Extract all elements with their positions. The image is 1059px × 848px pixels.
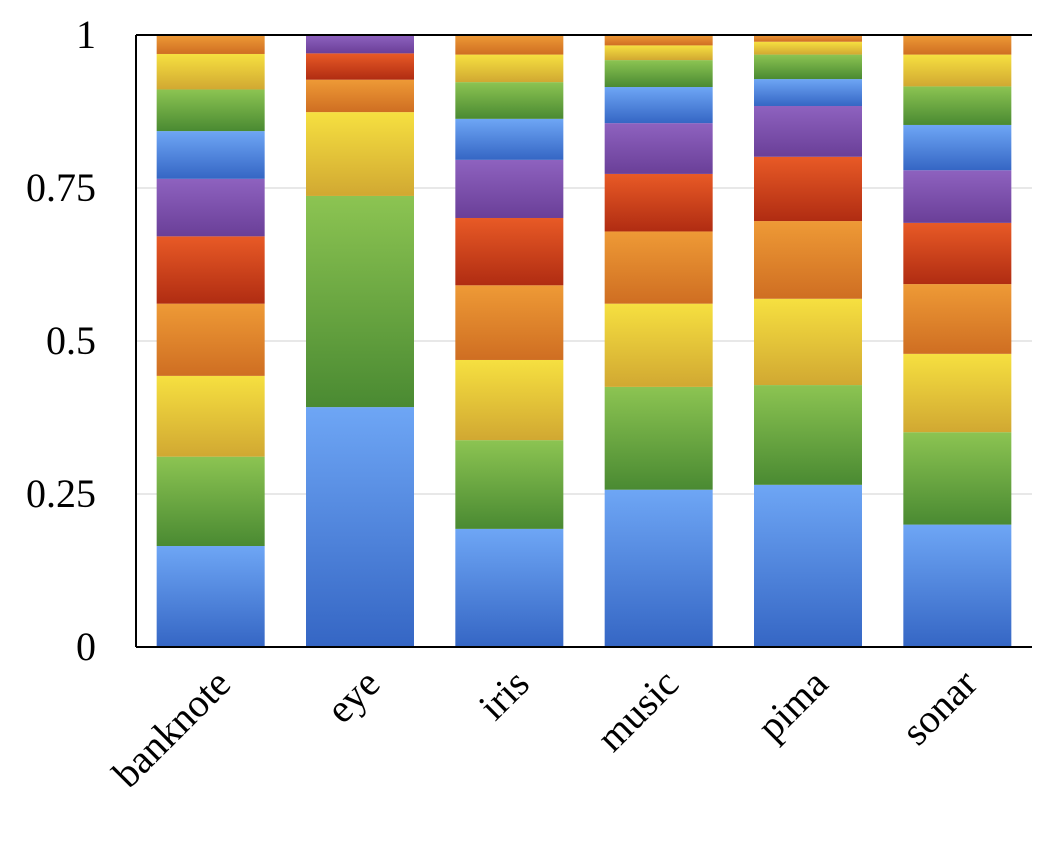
bar-segment-banknote-4 — [156, 303, 265, 376]
y-tick-label: 0.5 — [46, 318, 96, 363]
bar-segment-banknote-6 — [156, 178, 265, 237]
bar-segment-iris-8 — [455, 82, 564, 119]
bar-segment-pima-1 — [754, 484, 862, 647]
bar-segment-banknote-2 — [156, 456, 265, 547]
bar-segment-pima-8 — [754, 54, 862, 80]
bar-segment-music-1 — [604, 489, 713, 647]
bar-segment-music-6 — [604, 123, 713, 174]
x-tick-labels: banknote eye iris music pima sonar — [104, 660, 986, 796]
bar-segment-banknote-9 — [156, 53, 265, 90]
y-tick-label: 0 — [76, 624, 96, 669]
bar-segment-sonar-3 — [903, 353, 1012, 433]
y-tick-label: 1 — [76, 12, 96, 57]
bar-segment-banknote-7 — [156, 131, 265, 179]
bar-segment-sonar-1 — [903, 524, 1012, 647]
bar-segment-iris-5 — [455, 217, 564, 286]
bar-segment-sonar-7 — [903, 124, 1012, 171]
bar-segment-pima-5 — [754, 156, 862, 222]
bar-segment-pima-9 — [754, 41, 862, 55]
bar-segment-pima-3 — [754, 298, 862, 386]
axes — [135, 34, 1032, 648]
bar-segment-iris-1 — [455, 528, 564, 647]
bar-segment-pima-6 — [754, 105, 862, 157]
bar-segment-banknote-10 — [156, 35, 265, 54]
bar-segment-sonar-8 — [903, 86, 1012, 125]
bar-segment-sonar-6 — [903, 170, 1012, 223]
bar-segment-eye-4 — [306, 79, 414, 113]
gridlines — [136, 187, 1032, 495]
bar-segment-sonar-4 — [903, 284, 1012, 354]
bar-segment-banknote-3 — [156, 375, 265, 457]
bar-segment-sonar-10 — [903, 35, 1012, 55]
bar-segment-sonar-2 — [903, 432, 1012, 525]
x-tick-label-iris: iris — [470, 661, 538, 729]
x-tick-label-pima: pima — [748, 660, 837, 749]
x-tick-label-music: music — [588, 661, 687, 760]
bar-segment-banknote-1 — [156, 546, 265, 647]
bar-segment-music-9 — [604, 45, 713, 61]
bar-segment-music-7 — [604, 87, 713, 124]
bar-segment-iris-7 — [455, 118, 564, 160]
bar-segment-iris-9 — [455, 54, 564, 83]
y-tick-labels: 0 0.25 0.5 0.75 1 — [26, 12, 96, 669]
bar-segment-iris-10 — [455, 35, 564, 55]
bar-segment-iris-3 — [455, 359, 564, 441]
bar-segment-pima-10 — [754, 35, 862, 42]
bar-segment-music-10 — [604, 35, 713, 46]
bar-segment-eye-6 — [306, 35, 414, 54]
bar-segment-music-2 — [604, 386, 713, 490]
bar-segment-eye-1 — [306, 407, 414, 647]
bar-segment-eye-3 — [306, 112, 414, 196]
bar-segment-banknote-8 — [156, 89, 265, 132]
y-tick-label: 0.75 — [26, 165, 96, 210]
x-tick-label-banknote: banknote — [104, 661, 239, 796]
bar-segment-sonar-9 — [903, 54, 1012, 87]
bar-segment-sonar-5 — [903, 222, 1012, 285]
y-tick-label: 0.25 — [26, 471, 96, 516]
bar-segment-music-5 — [604, 173, 713, 232]
bar-segment-iris-2 — [455, 440, 564, 529]
bar-segment-pima-2 — [754, 385, 862, 485]
bar-segment-iris-6 — [455, 159, 564, 218]
x-tick-label-sonar: sonar — [893, 661, 986, 754]
x-tick-label-eye: eye — [317, 661, 388, 732]
bar-segment-iris-4 — [455, 285, 564, 360]
bar-segment-music-3 — [604, 303, 713, 387]
bar-segment-music-4 — [604, 231, 713, 304]
bars — [156, 35, 1012, 647]
bar-segment-eye-2 — [306, 195, 414, 408]
bar-segment-pima-4 — [754, 221, 862, 299]
bar-segment-eye-5 — [306, 53, 414, 80]
bar-segment-pima-7 — [754, 79, 862, 106]
bar-segment-banknote-5 — [156, 236, 265, 304]
bar-segment-music-8 — [604, 60, 713, 88]
